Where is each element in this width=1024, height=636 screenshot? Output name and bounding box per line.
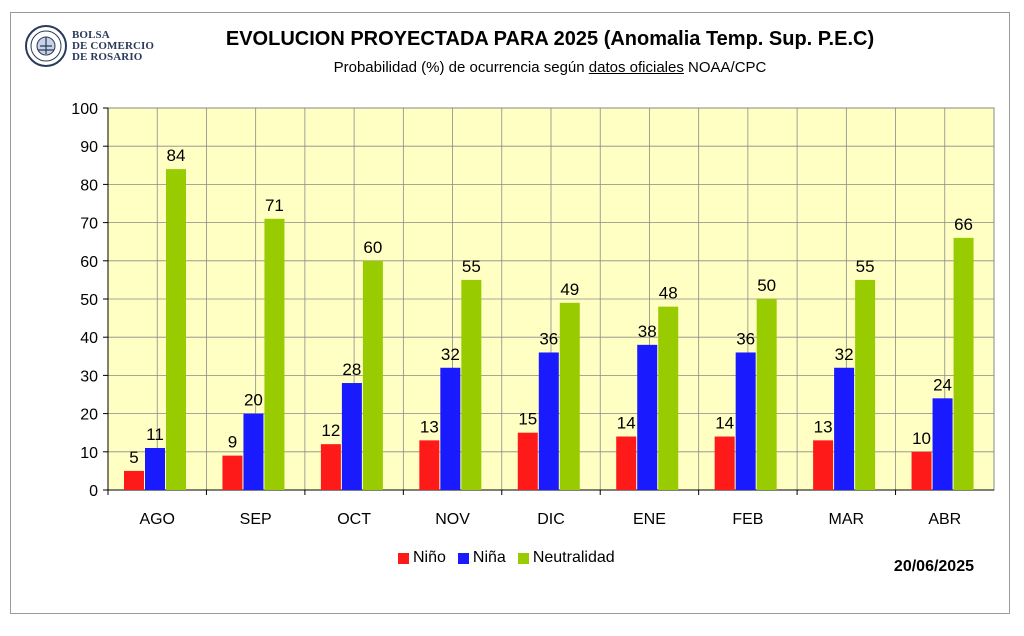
bar-nina bbox=[932, 398, 953, 490]
y-tick-label: 50 bbox=[80, 292, 98, 309]
data-label-nina: 38 bbox=[638, 322, 657, 341]
y-tick-label: 80 bbox=[80, 177, 98, 194]
legend-label-nina: Niña bbox=[472, 549, 506, 566]
data-label-nina: 32 bbox=[835, 345, 854, 364]
chart-legend: Niño Niña Neutralidad bbox=[398, 548, 621, 568]
x-tick-label: SEP bbox=[240, 511, 272, 528]
data-label-nina: 36 bbox=[539, 329, 558, 348]
x-tick-label: DIC bbox=[537, 511, 565, 528]
data-label-neutral: 55 bbox=[462, 257, 481, 276]
data-label-nina: 28 bbox=[342, 360, 361, 379]
bar-nino bbox=[813, 440, 834, 490]
bar-nino bbox=[320, 444, 341, 490]
chart-title: EVOLUCION PROYECTADA PARA 2025 (Anomalia… bbox=[225, 28, 875, 50]
legend-label-neutral: Neutralidad bbox=[532, 549, 615, 566]
y-tick-label: 30 bbox=[80, 368, 98, 385]
data-label-nino: 12 bbox=[321, 421, 340, 440]
data-label-neutral: 50 bbox=[757, 276, 776, 295]
data-label-neutral: 66 bbox=[954, 215, 973, 234]
data-label-neutral: 49 bbox=[560, 280, 579, 299]
subtitle-underlined: datos oficiales bbox=[588, 59, 684, 76]
bar-nina bbox=[440, 367, 461, 490]
bar-nina bbox=[637, 344, 658, 490]
data-label-nina: 36 bbox=[736, 329, 755, 348]
data-label-nino: 14 bbox=[715, 414, 734, 433]
legend-item-nino: Niño bbox=[398, 549, 446, 567]
bar-nina bbox=[538, 352, 559, 490]
data-label-nino: 13 bbox=[420, 417, 439, 436]
legend-swatch-neutral bbox=[517, 552, 529, 564]
data-label-nina: 32 bbox=[441, 345, 460, 364]
y-tick-label: 40 bbox=[80, 330, 98, 347]
bolsa-seal-icon bbox=[25, 25, 67, 67]
subtitle-after: NOAA/CPC bbox=[683, 59, 767, 76]
bar-nino bbox=[419, 440, 440, 490]
data-label-nino: 9 bbox=[228, 433, 237, 452]
bar-neutral bbox=[461, 279, 482, 490]
bar-nina bbox=[834, 367, 855, 490]
y-tick-label: 70 bbox=[80, 216, 98, 233]
subtitle-before: Probabilidad (%) de ocurrencia según bbox=[333, 59, 589, 76]
bar-neutral bbox=[658, 306, 679, 490]
y-tick-label: 60 bbox=[80, 254, 98, 271]
data-label-nina: 11 bbox=[146, 425, 164, 444]
logo-line-1: BOLSA bbox=[72, 29, 110, 41]
legend-swatch-nina bbox=[457, 552, 469, 564]
bar-nina bbox=[243, 413, 264, 490]
data-label-nino: 13 bbox=[814, 417, 833, 436]
y-tick-label: 0 bbox=[89, 483, 98, 500]
bar-nino bbox=[714, 436, 735, 490]
bar-nino bbox=[124, 470, 144, 490]
bar-nino bbox=[517, 432, 538, 490]
data-label-nino: 5 bbox=[129, 448, 138, 467]
data-label-neutral: 55 bbox=[856, 257, 875, 276]
y-tick-label: 90 bbox=[80, 139, 98, 156]
report-date: 20/06/2025 bbox=[893, 558, 974, 575]
bolsa-logo-text: BOLSA DE COMERCIO DE ROSARIO bbox=[72, 30, 154, 63]
bar-nina bbox=[341, 383, 362, 490]
legend-item-nina: Niña bbox=[457, 549, 506, 567]
x-tick-label: OCT bbox=[337, 511, 371, 528]
data-label-neutral: 48 bbox=[659, 284, 678, 303]
bar-neutral bbox=[166, 169, 186, 490]
legend-label-nino: Niño bbox=[413, 549, 446, 566]
bar-neutral bbox=[756, 299, 777, 490]
logo-line-3: DE ROSARIO bbox=[72, 51, 143, 63]
x-tick-label: AGO bbox=[139, 511, 175, 528]
data-label-nina: 20 bbox=[244, 391, 263, 410]
chart-subtitle: Probabilidad (%) de ocurrencia según dat… bbox=[160, 59, 940, 76]
data-label-neutral: 84 bbox=[167, 146, 186, 165]
bar-nino bbox=[222, 455, 243, 490]
x-tick-label: ABR bbox=[928, 511, 961, 528]
bar-neutral bbox=[953, 237, 974, 490]
bar-neutral bbox=[362, 260, 383, 490]
logo-line-2: DE COMERCIO bbox=[72, 40, 155, 52]
y-tick-label: 20 bbox=[80, 407, 98, 424]
y-tick-label: 10 bbox=[80, 445, 98, 462]
bar-nina bbox=[145, 447, 165, 490]
y-tick-label: 100 bbox=[71, 101, 98, 118]
bar-nino bbox=[911, 451, 932, 490]
data-label-nina: 24 bbox=[933, 375, 952, 394]
x-tick-label: FEB bbox=[732, 511, 763, 528]
data-label-neutral: 71 bbox=[265, 196, 284, 215]
bar-nina bbox=[735, 352, 756, 490]
data-label-nino: 10 bbox=[912, 429, 931, 448]
x-tick-label: ENE bbox=[633, 511, 666, 528]
bolsa-logo: BOLSA DE COMERCIO DE ROSARIO bbox=[24, 24, 164, 74]
data-label-nino: 14 bbox=[617, 414, 636, 433]
legend-item-neutral: Neutralidad bbox=[517, 549, 615, 567]
bar-neutral bbox=[559, 302, 580, 490]
x-tick-label: MAR bbox=[829, 511, 865, 528]
data-label-neutral: 60 bbox=[363, 238, 382, 257]
x-tick-label: NOV bbox=[435, 511, 470, 528]
legend-swatch-nino bbox=[398, 552, 409, 564]
data-label-nino: 15 bbox=[518, 410, 537, 429]
bar-neutral bbox=[855, 279, 876, 490]
bar-nino bbox=[616, 436, 637, 490]
bar-neutral bbox=[264, 218, 285, 490]
